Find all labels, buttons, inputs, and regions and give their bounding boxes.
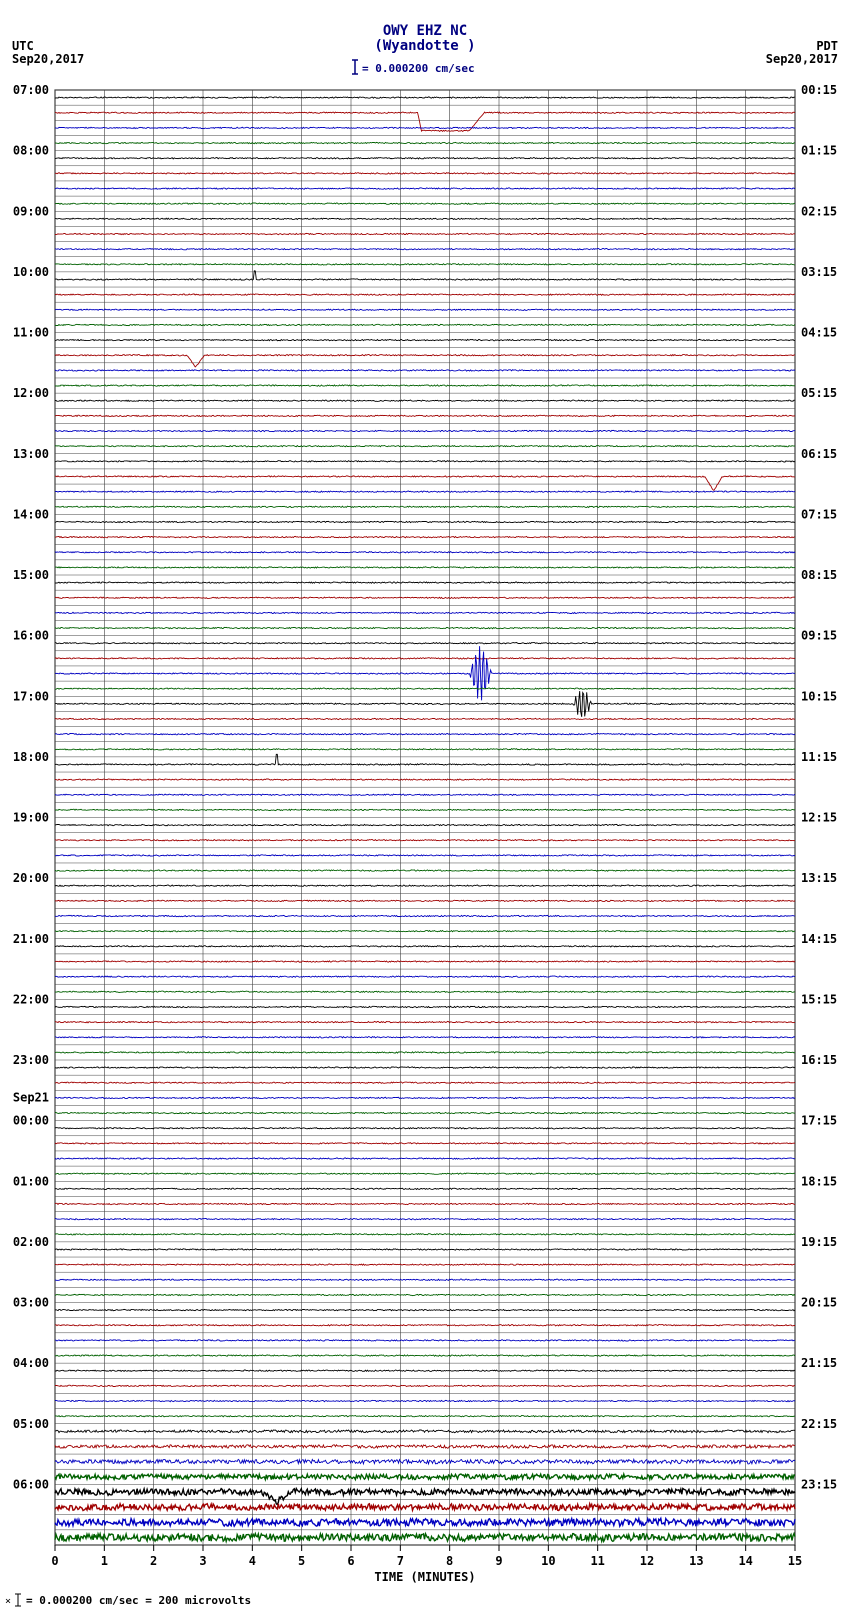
right-date: Sep20,2017: [766, 52, 838, 66]
svg-text:08:15: 08:15: [801, 568, 837, 582]
svg-text:×: ×: [5, 1596, 11, 1607]
svg-text:09:15: 09:15: [801, 629, 837, 643]
svg-text:22:15: 22:15: [801, 1417, 837, 1431]
svg-text:10: 10: [541, 1554, 555, 1568]
svg-text:05:00: 05:00: [13, 1417, 49, 1431]
svg-text:04:00: 04:00: [13, 1356, 49, 1370]
svg-text:02:15: 02:15: [801, 204, 837, 218]
svg-text:Sep21: Sep21: [13, 1090, 49, 1104]
svg-text:3: 3: [199, 1554, 206, 1568]
svg-text:07:15: 07:15: [801, 507, 837, 521]
seismogram-container: OWY EHZ NC(Wyandotte ) = 0.000200 cm/sec U…: [0, 0, 850, 1613]
svg-text:20:15: 20:15: [801, 1296, 837, 1310]
svg-text:4: 4: [249, 1554, 256, 1568]
svg-text:14: 14: [738, 1554, 752, 1568]
svg-text:03:15: 03:15: [801, 265, 837, 279]
svg-text:14:00: 14:00: [13, 507, 49, 521]
svg-text:06:15: 06:15: [801, 447, 837, 461]
svg-text:13:15: 13:15: [801, 871, 837, 885]
svg-text:06:00: 06:00: [13, 1477, 49, 1491]
svg-text:6: 6: [347, 1554, 354, 1568]
station-title: OWY EHZ NC: [383, 23, 467, 39]
svg-text:13: 13: [689, 1554, 703, 1568]
x-axis-label: TIME (MINUTES): [374, 1570, 475, 1584]
svg-text:1: 1: [101, 1554, 108, 1568]
svg-text:05:15: 05:15: [801, 386, 837, 400]
svg-text:17:00: 17:00: [13, 689, 49, 703]
svg-text:23:15: 23:15: [801, 1477, 837, 1491]
right-tz: PDT: [816, 39, 838, 53]
svg-text:0: 0: [51, 1554, 58, 1568]
svg-text:12:00: 12:00: [13, 386, 49, 400]
svg-text:7: 7: [397, 1554, 404, 1568]
svg-text:17:15: 17:15: [801, 1114, 837, 1128]
svg-text:11:00: 11:00: [13, 326, 49, 340]
svg-text:9: 9: [495, 1554, 502, 1568]
svg-text:14:15: 14:15: [801, 932, 837, 946]
svg-text:03:00: 03:00: [13, 1296, 49, 1310]
svg-text:12:15: 12:15: [801, 811, 837, 825]
footer-note: = 0.000200 cm/sec = 200 microvolts: [26, 1594, 251, 1607]
location-title: (Wyandotte ): [374, 38, 475, 54]
svg-text:16:00: 16:00: [13, 629, 49, 643]
svg-text:08:00: 08:00: [13, 144, 49, 158]
svg-text:15:00: 15:00: [13, 568, 49, 582]
svg-text:22:00: 22:00: [13, 992, 49, 1006]
svg-text:19:00: 19:00: [13, 811, 49, 825]
svg-text:19:15: 19:15: [801, 1235, 837, 1249]
svg-text:5: 5: [298, 1554, 305, 1568]
svg-text:10:00: 10:00: [13, 265, 49, 279]
svg-text:15:15: 15:15: [801, 992, 837, 1006]
left-tz: UTC: [12, 39, 34, 53]
svg-text:23:00: 23:00: [13, 1053, 49, 1067]
svg-text:02:00: 02:00: [13, 1235, 49, 1249]
svg-text:2: 2: [150, 1554, 157, 1568]
svg-text:01:00: 01:00: [13, 1174, 49, 1188]
svg-text:00:15: 00:15: [801, 83, 837, 97]
svg-text:20:00: 20:00: [13, 871, 49, 885]
svg-text:8: 8: [446, 1554, 453, 1568]
svg-text:04:15: 04:15: [801, 326, 837, 340]
svg-text:21:00: 21:00: [13, 932, 49, 946]
svg-text:16:15: 16:15: [801, 1053, 837, 1067]
svg-text:11:15: 11:15: [801, 750, 837, 764]
svg-text:12: 12: [640, 1554, 654, 1568]
svg-text:09:00: 09:00: [13, 204, 49, 218]
svg-text:15: 15: [788, 1554, 802, 1568]
svg-text:13:00: 13:00: [13, 447, 49, 461]
svg-text:11: 11: [590, 1554, 604, 1568]
svg-text:01:15: 01:15: [801, 144, 837, 158]
left-date: Sep20,2017: [12, 52, 84, 66]
svg-text:07:00: 07:00: [13, 83, 49, 97]
svg-text:18:15: 18:15: [801, 1174, 837, 1188]
svg-text:21:15: 21:15: [801, 1356, 837, 1370]
scale-label: = 0.000200 cm/sec: [362, 62, 475, 75]
svg-text:10:15: 10:15: [801, 689, 837, 703]
seismogram-svg: OWY EHZ NC(Wyandotte ) = 0.000200 cm/sec U…: [0, 0, 850, 1613]
svg-text:18:00: 18:00: [13, 750, 49, 764]
svg-text:00:00: 00:00: [13, 1114, 49, 1128]
